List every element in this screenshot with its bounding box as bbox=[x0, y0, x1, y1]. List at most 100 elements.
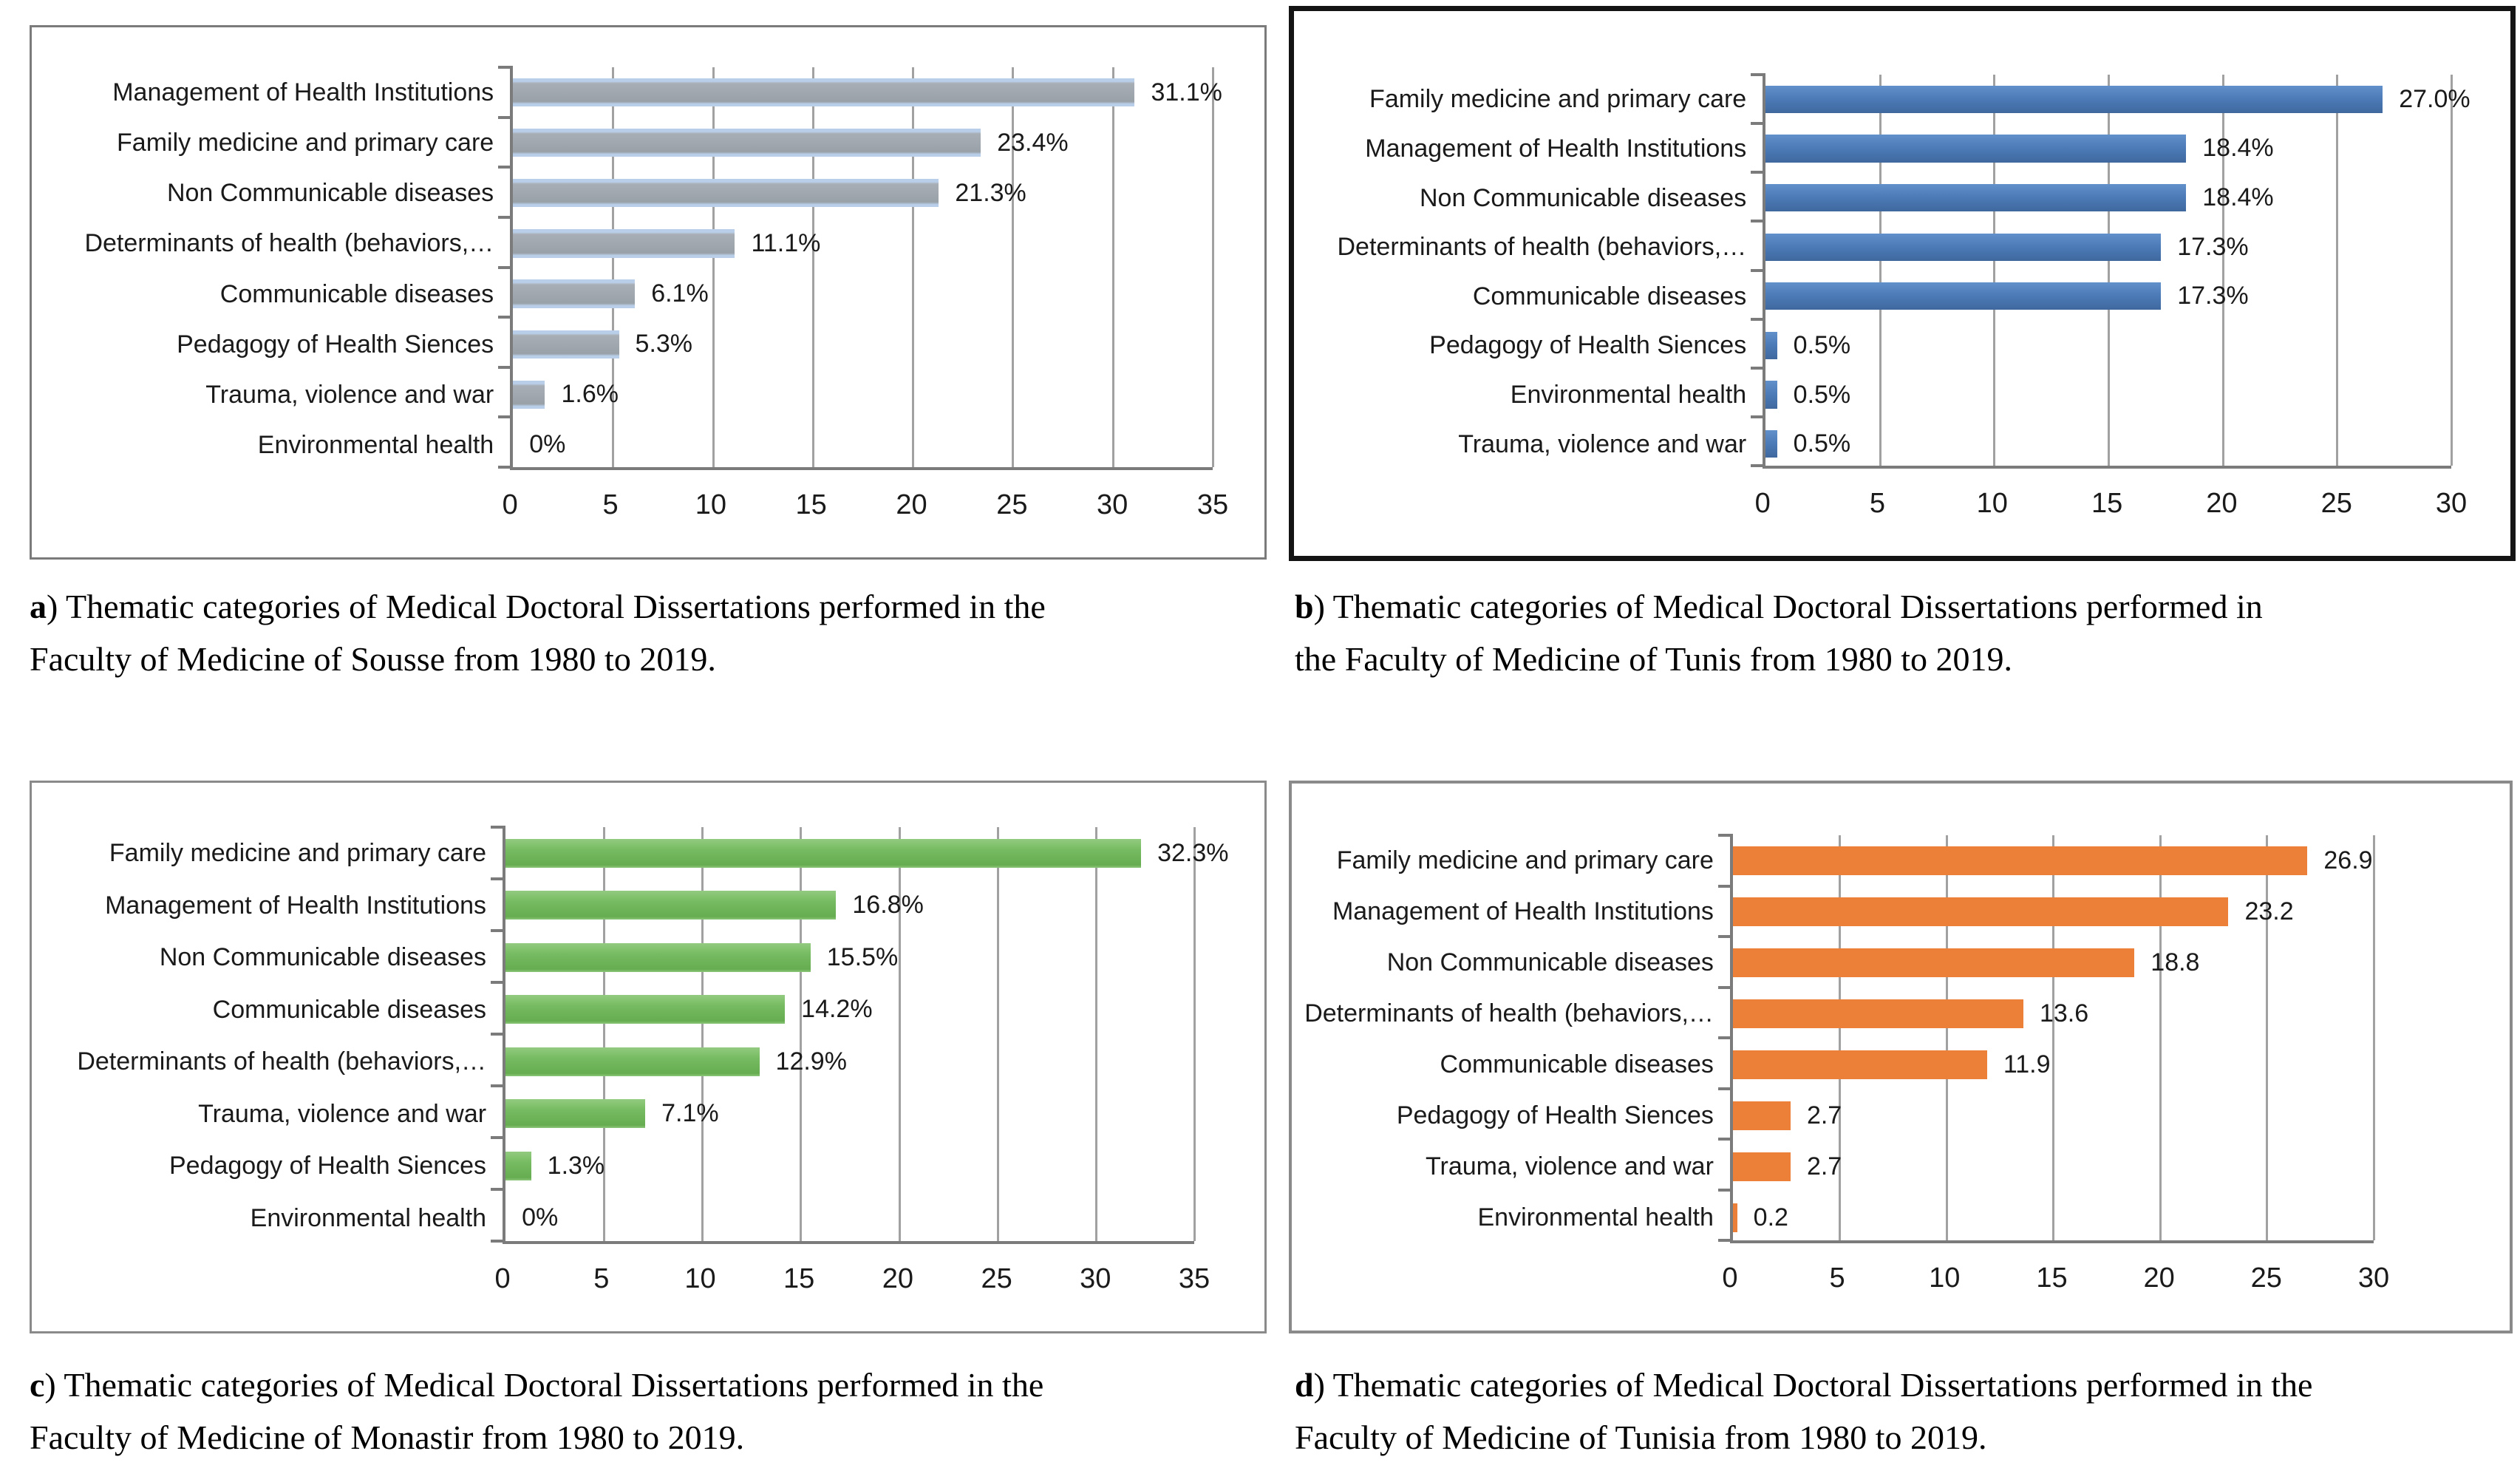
figure-panel-a: Management of Health Institutions 31.1% Fa… bbox=[30, 25, 1267, 686]
value-label: 0% bbox=[529, 430, 566, 459]
category-label: Determinants of health (behaviors,… bbox=[1337, 233, 1747, 262]
bar-track: 17.3% bbox=[1763, 222, 2451, 272]
category-label: Communicable diseases bbox=[212, 995, 487, 1024]
x-tick-label: 15 bbox=[795, 489, 827, 520]
value-label: 32.3% bbox=[1157, 838, 1229, 867]
value-label: 18.4% bbox=[2202, 183, 2274, 212]
category-label: Non Communicable diseases bbox=[1386, 948, 1714, 977]
value-label: 5.3% bbox=[635, 330, 693, 358]
gridline bbox=[2336, 75, 2339, 466]
bar bbox=[1765, 183, 2187, 212]
bar bbox=[1765, 135, 2187, 163]
bar-row: Communicable diseases 6.1% bbox=[32, 269, 1213, 319]
x-tick-label: 10 bbox=[695, 489, 726, 520]
category-label: Communicable diseases bbox=[219, 279, 494, 308]
bar-row: Management of Health Institutions 23.2 bbox=[1292, 886, 2374, 937]
gridline bbox=[603, 827, 606, 1241]
bar bbox=[1732, 1152, 1791, 1181]
bar bbox=[1732, 1203, 1737, 1232]
value-label: 18.8 bbox=[2150, 948, 2200, 976]
y-tick-mark bbox=[1751, 268, 1766, 272]
y-tick-mark bbox=[1717, 1239, 1733, 1242]
y-tick-mark bbox=[1751, 415, 1766, 418]
bar bbox=[1765, 233, 2162, 261]
bar-row: Pedagogy of Health Siences 5.3% bbox=[32, 319, 1213, 370]
value-label: 23.2 bbox=[2244, 897, 2294, 925]
x-tick-label: 0 bbox=[1722, 1263, 1738, 1294]
bar-track: 2.7 bbox=[1730, 1141, 2374, 1192]
bar-track: 1.6% bbox=[510, 370, 1213, 420]
chart-c-axes bbox=[491, 826, 1196, 1244]
value-label: 0.5% bbox=[1793, 330, 1851, 359]
x-tick-label: 0 bbox=[1754, 488, 1771, 519]
bar-row: Communicable diseases 11.9 bbox=[1292, 1039, 2374, 1090]
category-label: Trauma, violence and war bbox=[198, 1099, 487, 1128]
y-tick-mark bbox=[498, 66, 514, 69]
bar bbox=[513, 279, 636, 308]
category-label: Family medicine and primary care bbox=[1336, 846, 1714, 875]
chart-d-axes bbox=[1717, 834, 2375, 1243]
y-tick-mark bbox=[491, 1240, 506, 1243]
bar bbox=[1732, 1050, 1987, 1079]
category-label: Non Communicable diseases bbox=[166, 179, 494, 208]
y-tick-mark bbox=[498, 115, 514, 119]
gridline bbox=[2052, 835, 2055, 1240]
value-label: 12.9% bbox=[775, 1047, 847, 1075]
gridline bbox=[2373, 835, 2375, 1240]
gridline bbox=[1094, 827, 1097, 1241]
x-tick-label: 20 bbox=[2206, 488, 2238, 519]
value-label: 27.0% bbox=[2399, 84, 2470, 113]
gridline bbox=[811, 67, 814, 467]
x-tick-label: 25 bbox=[996, 489, 1028, 520]
bar-track: 0% bbox=[503, 1192, 1194, 1245]
caption-d-text: ) Thematic categories of Medical Doctora… bbox=[1295, 1366, 2313, 1457]
bar-track: 31.1% bbox=[510, 67, 1222, 118]
x-tick-label: 35 bbox=[1178, 1263, 1210, 1294]
bar-row: Management of Health Institutions 31.1% bbox=[32, 67, 1222, 118]
bar-track: 18.4% bbox=[1763, 124, 2451, 174]
value-label: 31.1% bbox=[1151, 78, 1222, 106]
gridline bbox=[912, 67, 915, 467]
gridline bbox=[1012, 67, 1015, 467]
bar-track: 21.3% bbox=[510, 168, 1213, 218]
figure-panel-d: Family medicine and primary care 26.9 Mana… bbox=[1289, 781, 2513, 1464]
chart-d-frame: Family medicine and primary care 26.9 Mana… bbox=[1289, 781, 2513, 1333]
y-tick-mark bbox=[1751, 464, 1766, 467]
bar-row: Environmental health 0.2 bbox=[1292, 1192, 2374, 1243]
bar-track: 26.9 bbox=[1730, 835, 2374, 886]
x-tick-label: 25 bbox=[981, 1263, 1012, 1294]
bar-track: 2.7 bbox=[1730, 1090, 2374, 1141]
value-label: 0.5% bbox=[1793, 380, 1851, 409]
x-tick-label: 15 bbox=[2036, 1263, 2068, 1294]
category-label: Trauma, violence and war bbox=[1425, 1152, 1714, 1181]
category-label: Determinants of health (behaviors,… bbox=[84, 229, 494, 258]
y-tick-mark bbox=[498, 415, 514, 419]
x-tick-label: 5 bbox=[1869, 488, 1886, 519]
x-tick-label: 0 bbox=[502, 489, 518, 520]
bar-row: Non Communicable diseases 18.4% bbox=[1294, 173, 2451, 222]
category-label: Environmental health bbox=[250, 1203, 487, 1232]
bar-row: Determinants of health (behaviors,… 12.9% bbox=[32, 1036, 1194, 1088]
category-label: Management of Health Institutions bbox=[105, 891, 487, 920]
bar-track: 1.3% bbox=[503, 1140, 1194, 1192]
x-tick-label: 10 bbox=[1976, 488, 2008, 519]
bar-row: Trauma, violence and war 1.6% bbox=[32, 370, 1213, 420]
value-label: 11.9 bbox=[2003, 1050, 2051, 1078]
category-label: Management of Health Institutions bbox=[112, 78, 494, 107]
y-tick-mark bbox=[498, 466, 514, 469]
caption-a: a) Thematic categories of Medical Doctor… bbox=[30, 580, 1267, 686]
y-tick-mark bbox=[498, 365, 514, 369]
chart-d-plot: Family medicine and primary care 26.9 Mana… bbox=[1292, 834, 2389, 1294]
bar bbox=[513, 330, 619, 358]
chart-a-axes bbox=[498, 66, 1214, 470]
chart-c-bars: Family medicine and primary care 32.3% Man… bbox=[32, 827, 1229, 1245]
value-label: 0% bbox=[522, 1203, 559, 1232]
x-tick-label: 10 bbox=[684, 1263, 716, 1294]
bar-row: Trauma, violence and war 2.7 bbox=[1292, 1141, 2374, 1192]
value-label: 16.8% bbox=[852, 891, 924, 920]
x-tick-label: 20 bbox=[896, 489, 927, 520]
gridline bbox=[1993, 75, 1996, 466]
gridline bbox=[1839, 835, 1842, 1240]
bar-track: 11.1% bbox=[510, 218, 1213, 268]
gridline bbox=[898, 827, 901, 1241]
